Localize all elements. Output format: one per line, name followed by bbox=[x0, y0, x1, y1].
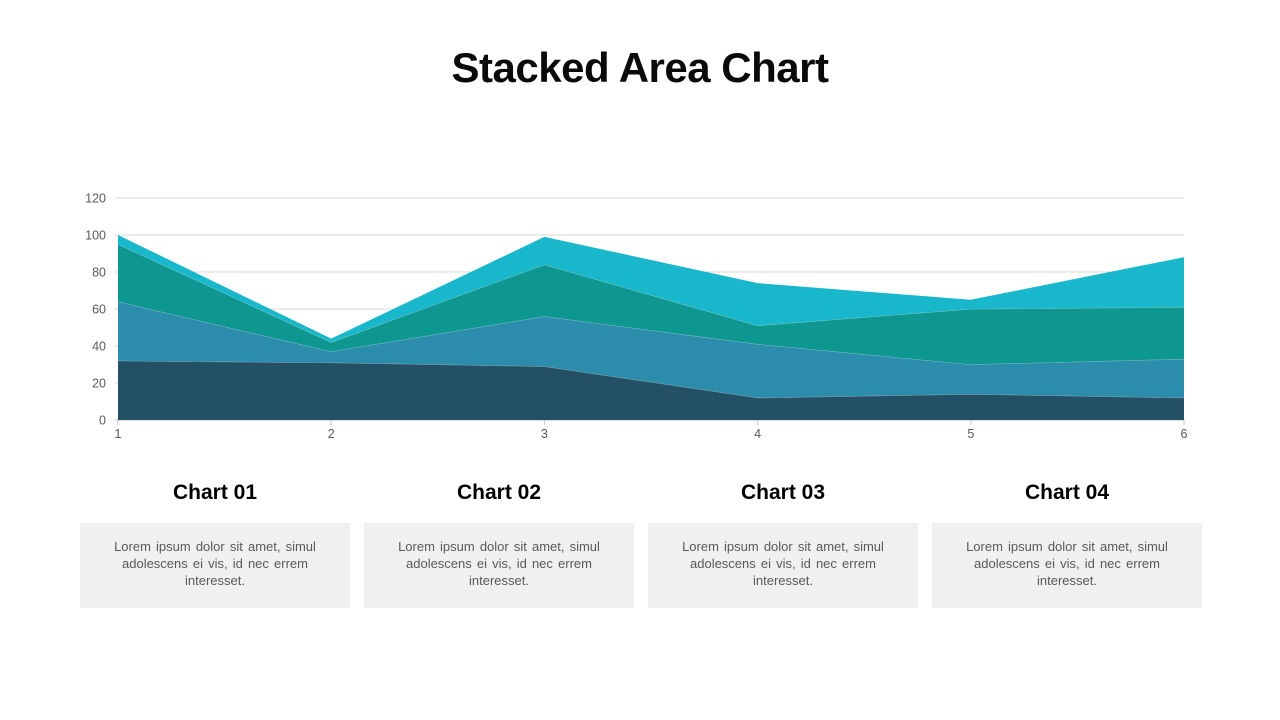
svg-text:100: 100 bbox=[85, 229, 106, 243]
svg-text:4: 4 bbox=[754, 427, 761, 441]
card-heading: Chart 01 bbox=[172, 481, 258, 504]
stacked-area-chart-svg: 0 20 40 60 80 100 120 1 2 3 4 5 6 bbox=[85, 192, 1188, 442]
card-box: Lorem ipsum dolor sit amet, simul adoles… bbox=[648, 523, 918, 608]
card-box: Lorem ipsum dolor sit amet, simul adoles… bbox=[932, 523, 1202, 608]
card-chart-02: Chart 02 Lorem ipsum dolor sit amet, sim… bbox=[364, 478, 634, 608]
svg-text:1: 1 bbox=[115, 427, 122, 441]
cards-row: Chart 01 Lorem ipsum dolor sit amet, sim… bbox=[80, 478, 1202, 608]
area-band-1 bbox=[118, 360, 1184, 420]
x-axis-ticks bbox=[117, 420, 1185, 425]
card-box: Lorem ipsum dolor sit amet, simul adoles… bbox=[80, 523, 350, 608]
stacked-area-chart: 0 20 40 60 80 100 120 1 2 3 4 5 6 bbox=[60, 185, 1220, 455]
card-heading: Chart 03 bbox=[740, 481, 826, 504]
svg-text:60: 60 bbox=[92, 303, 106, 317]
card-body-text: Lorem ipsum dolor sit amet, simul adoles… bbox=[966, 539, 1168, 588]
card-chart-04: Chart 04 Lorem ipsum dolor sit amet, sim… bbox=[932, 478, 1202, 608]
svg-text:40: 40 bbox=[92, 340, 106, 354]
area-band-4 bbox=[118, 235, 1184, 343]
svg-text:5: 5 bbox=[967, 427, 974, 441]
area-band-3 bbox=[118, 244, 1184, 365]
page-title: Stacked Area Chart bbox=[451, 44, 829, 91]
card-body-text: Lorem ipsum dolor sit amet, simul adoles… bbox=[398, 539, 600, 588]
svg-text:2: 2 bbox=[328, 427, 335, 441]
card-heading: Chart 02 bbox=[456, 481, 542, 504]
svg-text:120: 120 bbox=[85, 192, 106, 206]
svg-text:0: 0 bbox=[99, 414, 106, 428]
card-heading: Chart 04 bbox=[1024, 481, 1110, 504]
area-band-2 bbox=[118, 301, 1184, 398]
area-series bbox=[117, 235, 1185, 420]
card-chart-01: Chart 01 Lorem ipsum dolor sit amet, sim… bbox=[80, 478, 350, 608]
svg-text:6: 6 bbox=[1181, 427, 1188, 441]
x-axis-labels: 1 2 3 4 5 6 bbox=[115, 427, 1188, 441]
card-body-text: Lorem ipsum dolor sit amet, simul adoles… bbox=[682, 539, 884, 588]
card-box: Lorem ipsum dolor sit amet, simul adoles… bbox=[364, 523, 634, 608]
svg-text:3: 3 bbox=[541, 427, 548, 441]
svg-text:80: 80 bbox=[92, 266, 106, 280]
y-axis-labels: 0 20 40 60 80 100 120 bbox=[85, 192, 106, 428]
svg-text:20: 20 bbox=[92, 377, 106, 391]
card-body-text: Lorem ipsum dolor sit amet, simul adoles… bbox=[114, 539, 316, 588]
card-chart-03: Chart 03 Lorem ipsum dolor sit amet, sim… bbox=[648, 478, 918, 608]
